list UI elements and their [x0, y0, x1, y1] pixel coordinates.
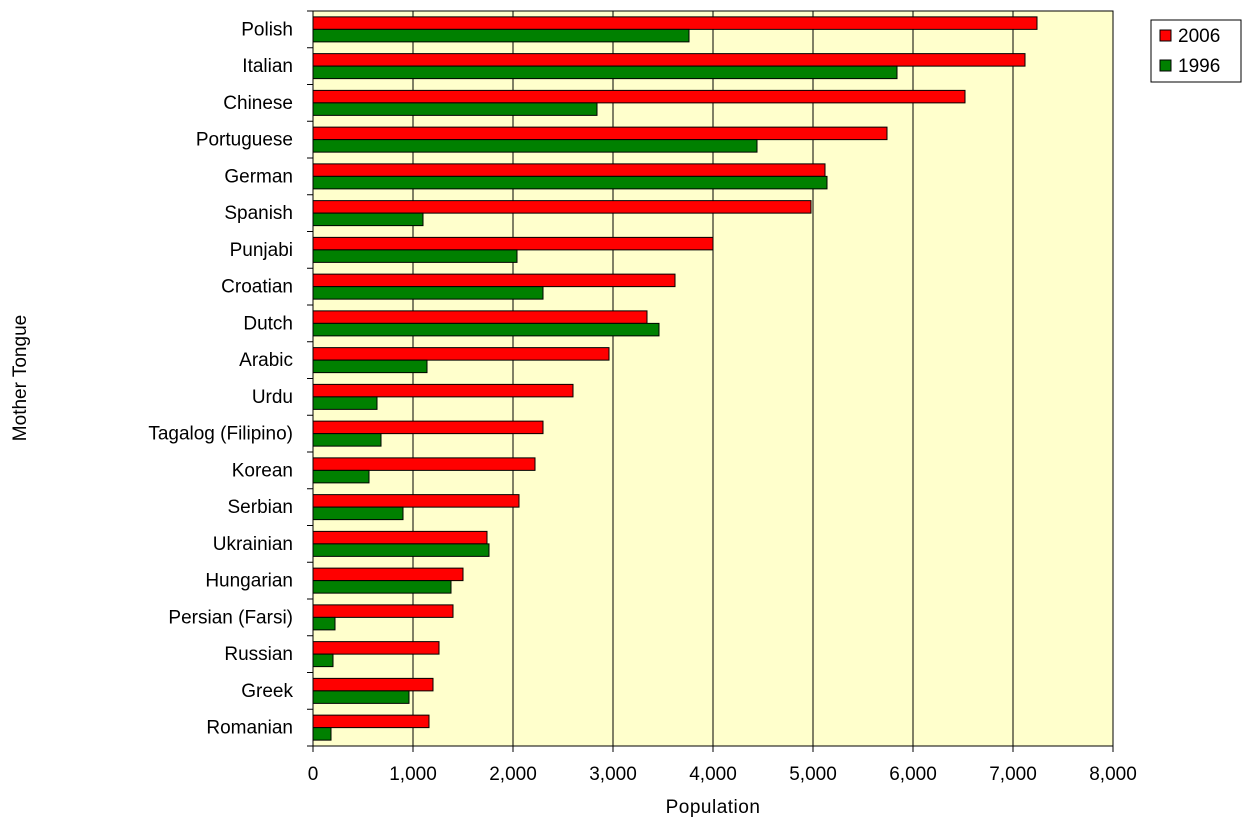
bar-1996-persian-farsi: [312, 616, 336, 631]
x-axis-title: Population: [666, 797, 761, 818]
category-label: Tagalog (Filipino): [148, 424, 293, 445]
category-label: German: [224, 166, 293, 187]
bar-1996-croatian: [312, 286, 544, 300]
bar-2006-russian: [312, 641, 440, 655]
category-label: Persian (Farsi): [168, 607, 293, 628]
legend-swatch-2006: [1159, 29, 1172, 42]
legend-swatch-1996: [1159, 59, 1172, 72]
bar-1996-spanish: [312, 212, 424, 227]
category-label: Hungarian: [205, 571, 293, 592]
category-label: Portuguese: [196, 130, 293, 151]
x-tick-label: 7,000: [989, 764, 1037, 785]
y-axis-title: Mother Tongue: [10, 315, 31, 441]
category-label: Serbian: [228, 497, 294, 518]
category-label: Chinese: [223, 93, 293, 114]
bar-1996-serbian: [312, 506, 404, 521]
bar-2006-dutch: [312, 310, 648, 324]
bar-1996-dutch: [312, 322, 660, 337]
category-label: Arabic: [239, 350, 293, 371]
category-label: Korean: [232, 460, 293, 481]
bar-1996-romanian: [312, 727, 332, 741]
bar-2006-tagalog-filipino: [312, 420, 544, 435]
category-labels: Polish Italian Chinese Portuguese German Span…: [148, 10, 313, 747]
bar-2006-spanish: [312, 200, 812, 214]
bar-1996-arabic: [312, 359, 428, 374]
category-label: Romanian: [206, 718, 293, 739]
bar-1996-portuguese: [312, 139, 758, 153]
bar-2006-punjabi: [312, 236, 714, 251]
x-axis-ticks: 0 1,000 2,000 3,000 4,000 5,000 6,000 7,000 8,00…: [308, 746, 1137, 785]
bar-1996-punjabi: [312, 249, 518, 263]
bar-1996-hungarian: [312, 580, 452, 594]
category-label: Greek: [241, 681, 293, 702]
x-tick-label: 3,000: [589, 764, 637, 785]
bar-2006-hungarian: [312, 567, 464, 582]
bar-2006-polish: [312, 16, 1038, 30]
category-label: Croatian: [221, 277, 293, 298]
bar-2006-german: [312, 163, 826, 177]
x-tick-label: 1,000: [389, 764, 437, 785]
bar-1996-tagalog-filipino: [312, 433, 382, 447]
legend: 2006 1996: [1150, 19, 1242, 83]
bar-2006-romanian: [312, 714, 430, 729]
bar-2006-portuguese: [312, 126, 888, 141]
category-label: Russian: [224, 644, 293, 665]
bar-2006-chinese: [312, 89, 966, 104]
bar-2006-greek: [312, 677, 434, 692]
bar-1996-ukrainian: [312, 543, 490, 557]
bar-1996-greek: [312, 690, 410, 704]
bar-1996-chinese: [312, 102, 598, 116]
bar-2006-urdu: [312, 383, 574, 398]
category-label: Italian: [242, 56, 293, 77]
bar-2006-arabic: [312, 347, 610, 361]
bar-1996-german: [312, 175, 828, 190]
bar-1996-russian: [312, 653, 334, 668]
plot-border: [312, 10, 1114, 747]
bar-2006-italian: [312, 53, 1026, 67]
category-label: Punjabi: [230, 240, 293, 261]
x-tick-label: 4,000: [689, 764, 737, 785]
x-tick-label: 8,000: [1089, 764, 1137, 785]
x-tick-label: 0: [308, 764, 319, 785]
bar-2006-ukrainian: [312, 530, 488, 545]
bar-2006-croatian: [312, 273, 676, 288]
legend-label-2006: 2006: [1178, 26, 1220, 47]
x-tick-label: 5,000: [789, 764, 837, 785]
bar-1996-urdu: [312, 396, 378, 410]
bar-2006-persian-farsi: [312, 604, 454, 618]
legend-label-1996: 1996: [1178, 56, 1220, 77]
bar-1996-korean: [312, 469, 370, 484]
bar-1996-polish: [312, 28, 690, 43]
bar-1996-italian: [312, 65, 898, 80]
x-tick-label: 6,000: [889, 764, 937, 785]
bar-2006-serbian: [312, 494, 520, 508]
category-label: Urdu: [252, 387, 293, 408]
x-tick-label: 2,000: [489, 764, 537, 785]
bar-2006-korean: [312, 457, 536, 471]
category-label: Dutch: [243, 313, 293, 334]
bars-group: [312, 16, 1038, 741]
category-label: Polish: [241, 19, 293, 40]
category-label: Spanish: [224, 203, 293, 224]
category-label: Ukrainian: [213, 534, 293, 555]
